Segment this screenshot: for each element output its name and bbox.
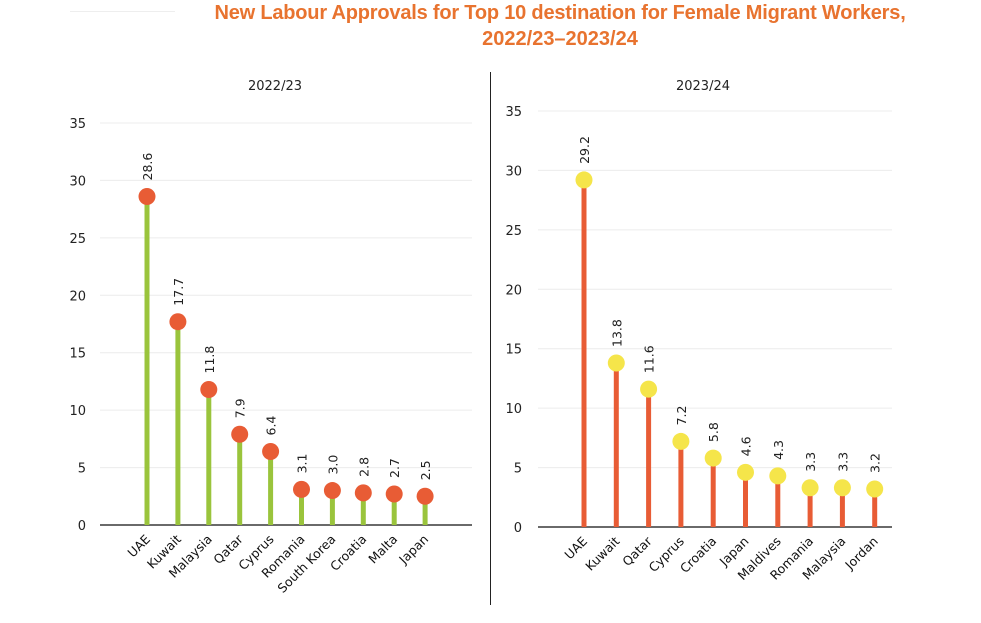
dot-right xyxy=(801,479,819,497)
x-tick-label-left: Japan xyxy=(395,532,431,568)
data-label-left: 28.6 xyxy=(140,153,155,181)
y-tick-label-right: 15 xyxy=(505,343,522,358)
data-label-left: 7.9 xyxy=(233,398,248,418)
dot-left xyxy=(293,480,310,498)
dot-right xyxy=(833,479,851,497)
data-label-right: 7.2 xyxy=(674,406,689,426)
y-tick-label-left: 5 xyxy=(78,462,86,477)
y-tick-label-left: 15 xyxy=(69,347,86,362)
y-tick-label-right: 0 xyxy=(514,521,522,536)
data-label-left: 2.7 xyxy=(387,458,402,478)
data-label-right: 4.6 xyxy=(739,436,754,456)
dot-left xyxy=(231,425,249,443)
y-tick-label-right: 35 xyxy=(505,105,522,120)
dot-left xyxy=(200,380,218,398)
data-label-left: 6.4 xyxy=(264,416,279,436)
dot-left xyxy=(323,482,341,500)
dot-right xyxy=(640,380,658,398)
dot-left xyxy=(262,442,280,460)
data-label-left: 3.0 xyxy=(325,455,340,475)
chart-title-line-2: 2022/23–2023/24 xyxy=(482,28,638,50)
data-label-left: 2.8 xyxy=(356,457,371,477)
subplot-title-right: 2023/24 xyxy=(676,79,730,94)
dot-left xyxy=(385,485,403,503)
y-tick-label-right: 5 xyxy=(514,462,522,477)
y-tick-label-left: 35 xyxy=(69,117,86,132)
y-tick-label-right: 30 xyxy=(505,164,522,179)
y-tick-label-left: 0 xyxy=(78,519,86,534)
x-tick-label-left: Malta xyxy=(365,532,400,567)
panel-divider xyxy=(490,72,491,605)
data-label-right: 29.2 xyxy=(577,136,592,164)
data-label-left: 2.5 xyxy=(418,460,433,480)
dot-right xyxy=(704,449,722,467)
y-tick-label-left: 30 xyxy=(69,174,86,189)
chart-title-line-1: New Labour Approvals for Top 10 destinat… xyxy=(214,2,906,24)
y-tick-label-left: 25 xyxy=(69,232,86,247)
dot-right xyxy=(607,354,625,372)
dot-left xyxy=(416,487,434,505)
subplot-title-left: 2022/23 xyxy=(248,79,302,94)
y-tick-label-right: 25 xyxy=(505,224,522,239)
dot-left xyxy=(169,313,187,331)
dot-right xyxy=(866,480,884,498)
x-tick-label-right: UAE xyxy=(561,533,590,562)
dot-right xyxy=(769,467,787,485)
data-label-right: 5.8 xyxy=(706,422,721,442)
chart-title: New Labour Approvals for Top 10 destinat… xyxy=(150,0,970,52)
dot-right xyxy=(575,171,593,189)
data-label-left: 3.1 xyxy=(295,454,310,474)
x-tick-label-right: Croatia xyxy=(677,534,719,576)
decorative-line xyxy=(70,11,175,12)
x-tick-label-right: Jordan xyxy=(841,534,880,573)
y-tick-label-right: 20 xyxy=(505,283,522,298)
data-label-right: 3.2 xyxy=(868,453,883,473)
dot-left xyxy=(354,484,372,502)
data-label-right: 11.6 xyxy=(642,345,657,373)
data-label-right: 13.8 xyxy=(609,319,624,347)
data-label-right: 3.3 xyxy=(803,452,818,472)
dot-right xyxy=(737,463,754,481)
y-tick-label-right: 10 xyxy=(505,402,522,417)
data-label-left: 17.7 xyxy=(171,278,186,306)
dot-right xyxy=(672,432,690,450)
y-tick-label-left: 10 xyxy=(69,404,86,419)
x-tick-label-right: Kuwait xyxy=(582,533,622,573)
data-label-left: 11.8 xyxy=(202,346,217,374)
data-label-right: 4.3 xyxy=(771,440,786,460)
y-tick-label-left: 20 xyxy=(69,289,86,304)
data-label-right: 3.3 xyxy=(835,452,850,472)
dot-left xyxy=(138,188,156,206)
